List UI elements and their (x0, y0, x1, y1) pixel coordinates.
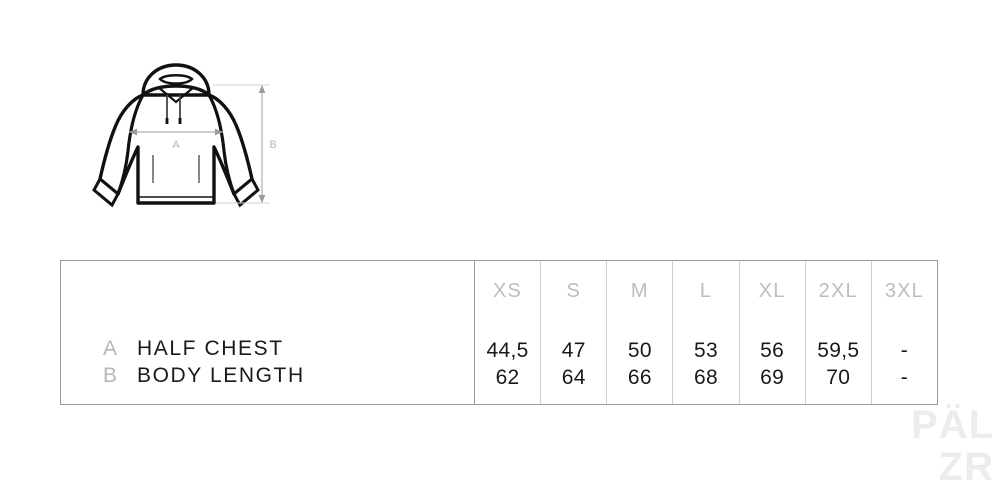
row-name-half-chest: HALF CHEST (137, 337, 284, 360)
dimension-a-arrowhead-left (129, 128, 137, 136)
size-column-s: S 47 64 (541, 261, 608, 404)
hood-inner-opening (158, 74, 194, 85)
brand-watermark: PÄL ZR (882, 404, 994, 496)
body-length-value-xs: 62 (495, 366, 520, 389)
size-chart-table: A HALF CHEST B BODY LENGTH XS 44,5 62 S … (60, 260, 938, 405)
watermark-line-2: ZR (938, 445, 994, 489)
row-letter-a: A (103, 337, 119, 360)
size-values-xs: 44,5 62 (475, 337, 540, 391)
left-cuff (92, 176, 120, 208)
neck-v-seam (157, 86, 195, 104)
size-values-s: 47 64 (541, 337, 606, 391)
table-row: A HALF CHEST (103, 337, 305, 364)
size-header-2xl: 2XL (818, 280, 858, 302)
size-header-s: S (566, 280, 581, 302)
dimension-b-arrowhead-bottom (258, 195, 266, 203)
drawstring-tip-left (165, 118, 169, 124)
hoodie-illustration: A B (80, 55, 300, 215)
size-values-xl: 56 69 (740, 337, 805, 391)
size-column-2xl: 2XL 59,5 70 (806, 261, 872, 404)
size-column-3xl: 3XL - - (872, 261, 937, 404)
size-column-m: M 50 66 (607, 261, 674, 404)
watermark-line-1: PÄL (911, 403, 994, 447)
size-header-xl: XL (758, 280, 786, 302)
size-column-l: L 53 68 (673, 261, 740, 404)
size-header-xs: XS (493, 280, 523, 302)
half-chest-value-2xl: 59,5 (817, 339, 860, 362)
body-length-value-2xl: 70 (826, 366, 851, 389)
drawstring-tip-right (178, 118, 182, 124)
hoodie-body-outline (98, 93, 254, 205)
half-chest-value-l: 53 (694, 339, 718, 362)
right-sleeve-seam (207, 94, 236, 195)
half-chest-value-3xl: - (900, 339, 909, 362)
size-values-m: 50 66 (607, 337, 672, 391)
body-length-value-xl: 69 (760, 366, 785, 389)
dimension-a-label: A (172, 139, 180, 151)
half-chest-value-xl: 56 (760, 339, 785, 362)
size-columns: XS 44,5 62 S 47 64 M 50 66 L 53 68 (475, 261, 937, 404)
size-column-xl: XL 56 69 (740, 261, 806, 404)
dimension-b-label: B (269, 139, 276, 151)
row-name-body-length: BODY LENGTH (137, 364, 305, 387)
row-letter-b: B (103, 364, 119, 387)
body-length-value-m: 66 (627, 366, 652, 389)
size-values-3xl: - - (872, 337, 937, 391)
half-chest-value-m: 50 (627, 339, 652, 362)
size-header-l: L (699, 280, 713, 302)
measurement-label-column: A HALF CHEST B BODY LENGTH (61, 261, 475, 404)
body-length-value-s: 64 (561, 366, 586, 389)
half-chest-value-s: 47 (561, 339, 586, 362)
size-values-2xl: 59,5 70 (806, 337, 871, 391)
hoodie-technical-drawing-svg: A B (92, 63, 277, 208)
body-length-value-l: 68 (694, 366, 718, 389)
measurement-label-rows: A HALF CHEST B BODY LENGTH (103, 337, 305, 391)
half-chest-value-xs: 44,5 (486, 339, 529, 362)
size-values-l: 53 68 (673, 337, 738, 391)
dimension-b-arrowhead-top (258, 85, 266, 93)
left-sleeve-seam (116, 94, 145, 195)
size-header-m: M (630, 280, 649, 302)
dimension-a-arrowhead-right (215, 128, 223, 136)
body-length-value-3xl: - (900, 366, 909, 389)
size-column-xs: XS 44,5 62 (475, 261, 542, 404)
size-header-3xl: 3XL (884, 280, 924, 302)
table-row: B BODY LENGTH (103, 364, 305, 391)
right-cuff (232, 176, 260, 208)
